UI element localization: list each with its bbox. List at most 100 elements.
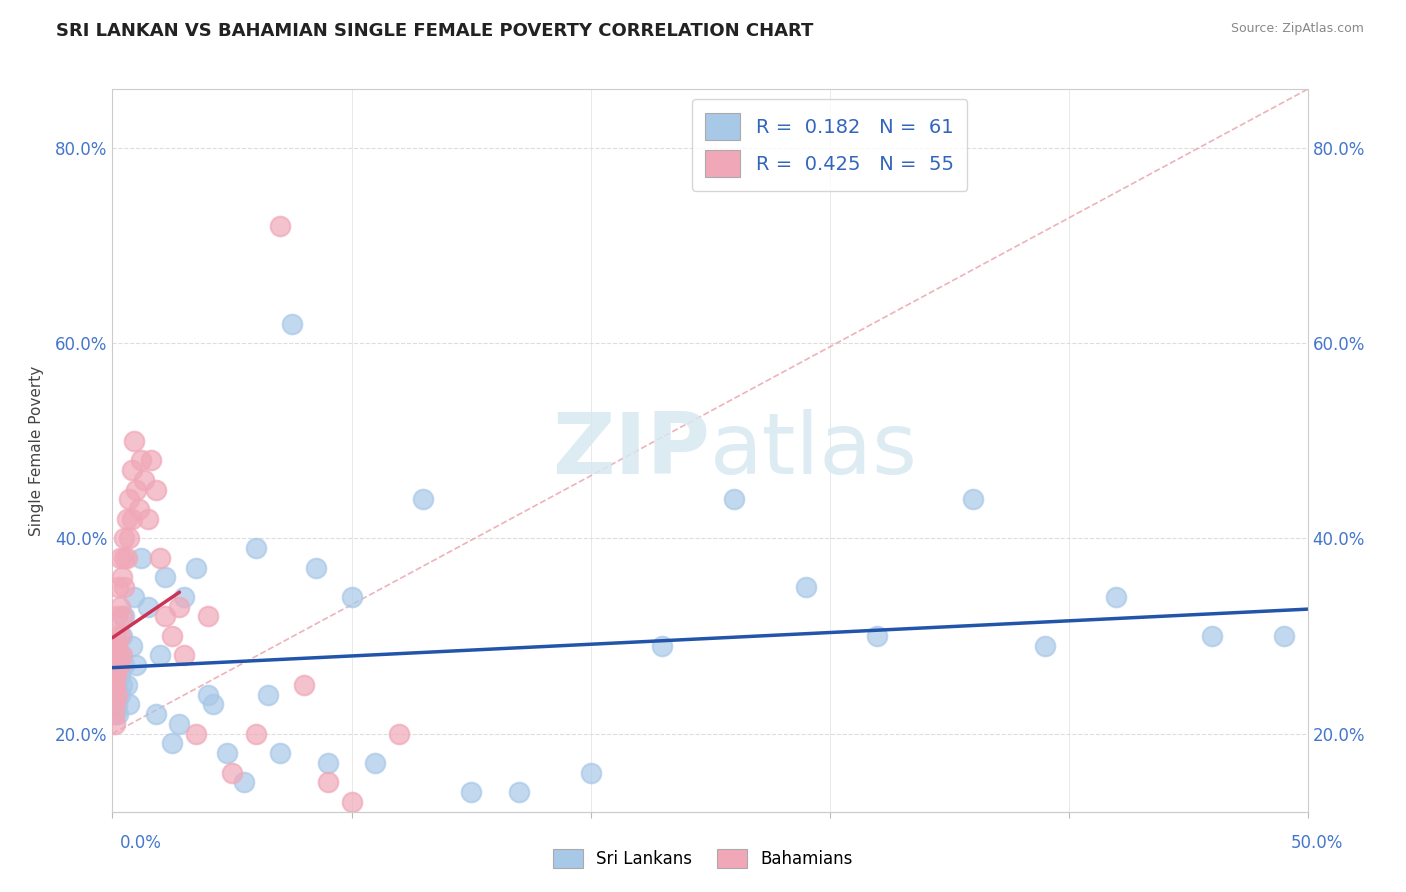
Point (173, 590, 195, 604)
Point (153, 570, 176, 584)
Point (1105, 590, 1128, 604)
Point (108, 629, 131, 643)
Point (460, 785, 482, 799)
Point (153, 609, 176, 624)
Point (269, 746, 291, 760)
Point (105, 688, 128, 702)
Legend: Sri Lankans, Bahamians: Sri Lankans, Bahamians (547, 842, 859, 875)
Point (108, 550, 131, 565)
Point (103, 707, 125, 722)
Point (121, 463, 143, 477)
Point (269, 219, 291, 233)
Point (104, 678, 127, 692)
Point (162, 736, 183, 750)
Point (104, 658, 127, 673)
Point (105, 639, 128, 653)
Text: Source: ZipAtlas.com: Source: ZipAtlas.com (1230, 22, 1364, 36)
Point (105, 658, 128, 673)
Point (111, 648, 134, 663)
Point (118, 532, 141, 546)
Point (105, 668, 128, 682)
Point (121, 639, 143, 653)
Point (1201, 629, 1223, 643)
Point (118, 698, 141, 712)
Point (186, 560, 208, 574)
Point (111, 609, 134, 624)
Text: 0.0%: 0.0% (120, 834, 162, 852)
Point (145, 483, 167, 497)
Point (118, 492, 141, 507)
Point (169, 599, 191, 614)
Text: ZIP: ZIP (553, 409, 710, 492)
Point (105, 648, 128, 663)
Point (104, 668, 127, 682)
Point (579, 765, 602, 780)
Point (186, 726, 208, 740)
Point (866, 629, 889, 643)
Point (129, 550, 152, 565)
Point (138, 599, 160, 614)
Point (105, 639, 128, 653)
Point (105, 678, 128, 692)
Point (104, 698, 127, 712)
Point (107, 580, 129, 594)
Point (221, 765, 243, 780)
Point (103, 688, 125, 702)
Point (111, 629, 134, 643)
Point (197, 609, 219, 624)
Point (104, 716, 127, 731)
Point (115, 678, 138, 692)
Point (316, 775, 339, 789)
Point (107, 707, 129, 722)
Point (364, 756, 387, 770)
Point (103, 668, 125, 682)
Point (412, 492, 434, 507)
Point (794, 580, 817, 594)
Text: 50.0%: 50.0% (1291, 834, 1343, 852)
Point (508, 785, 530, 799)
Point (105, 698, 128, 712)
Point (111, 570, 134, 584)
Point (114, 532, 135, 546)
Point (105, 629, 128, 643)
Point (138, 512, 160, 526)
Point (105, 688, 128, 702)
Point (121, 512, 143, 526)
Point (340, 590, 363, 604)
Point (149, 648, 172, 663)
Point (149, 550, 172, 565)
Point (114, 550, 135, 565)
Point (257, 688, 280, 702)
Point (103, 668, 125, 682)
Legend: R =  0.182   N =  61, R =  0.425   N =  55: R = 0.182 N = 61, R = 0.425 N = 55 (692, 99, 967, 191)
Point (651, 639, 673, 653)
Point (292, 678, 315, 692)
Point (104, 698, 127, 712)
Point (217, 746, 239, 760)
Point (108, 658, 131, 673)
Y-axis label: Single Female Poverty: Single Female Poverty (30, 366, 44, 535)
Point (103, 678, 125, 692)
Point (105, 609, 128, 624)
Point (125, 483, 148, 497)
Point (103, 688, 125, 702)
Point (145, 707, 167, 722)
Point (173, 648, 195, 663)
Point (104, 678, 127, 692)
Point (104, 658, 127, 673)
Point (111, 678, 134, 692)
Point (723, 492, 745, 507)
Point (1272, 629, 1295, 643)
Point (245, 726, 267, 740)
Text: atlas: atlas (710, 409, 918, 492)
Point (169, 716, 191, 731)
Point (122, 590, 145, 604)
Point (125, 658, 148, 673)
Text: SRI LANKAN VS BAHAMIAN SINGLE FEMALE POVERTY CORRELATION CHART: SRI LANKAN VS BAHAMIAN SINGLE FEMALE POV… (56, 22, 814, 40)
Point (122, 434, 145, 448)
Point (1033, 639, 1056, 653)
Point (103, 707, 125, 722)
Point (962, 492, 984, 507)
Point (245, 541, 267, 555)
Point (388, 726, 411, 740)
